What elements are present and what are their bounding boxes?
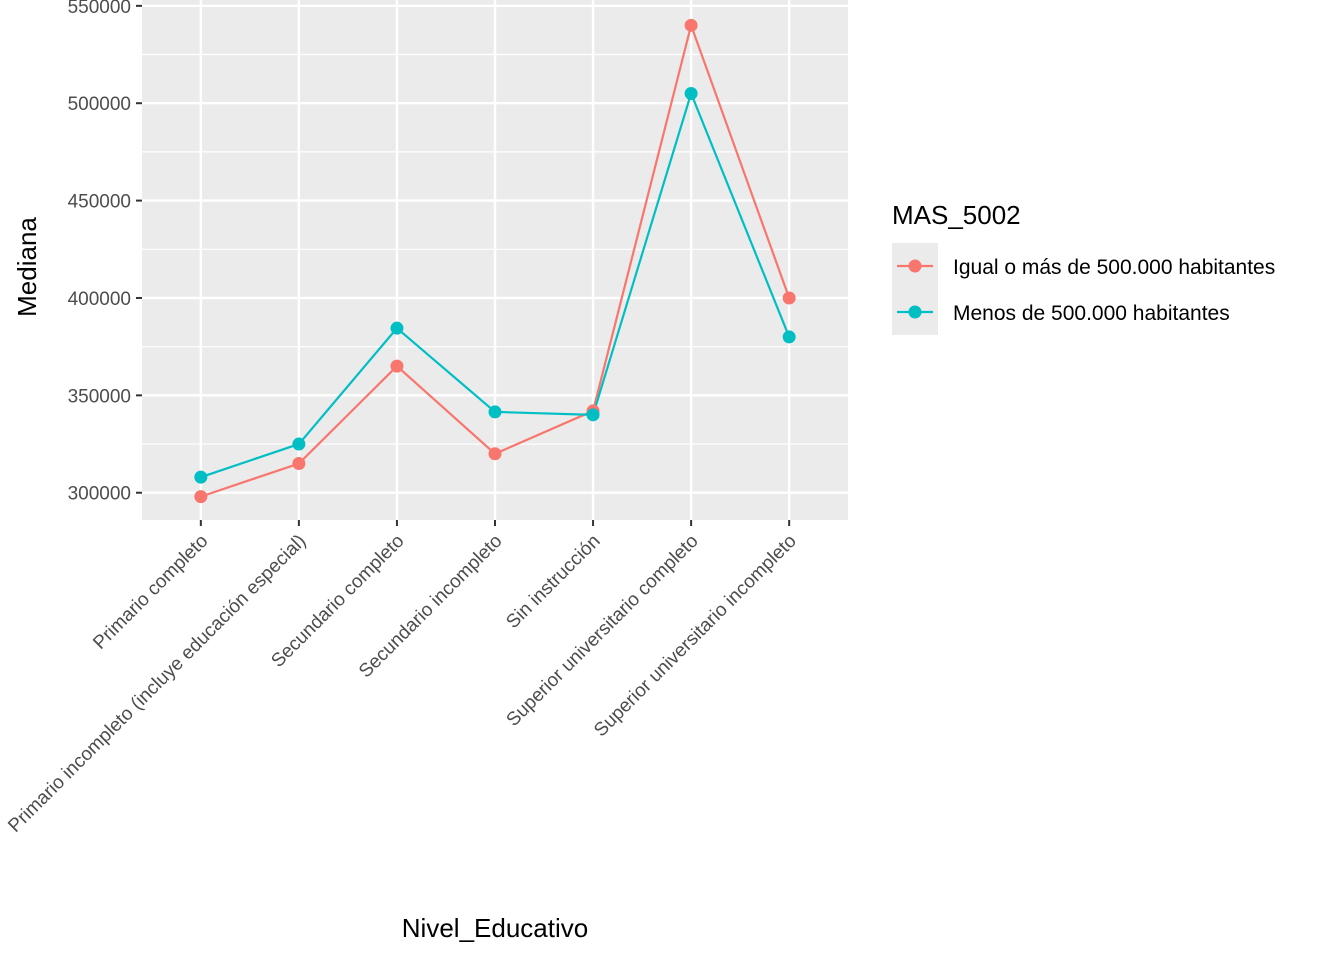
data-point xyxy=(292,437,306,451)
y-tick-label: 450000 xyxy=(68,192,131,213)
x-tick-label: Superior universitario completo xyxy=(503,531,703,731)
data-point xyxy=(488,405,502,419)
y-tick-label: 300000 xyxy=(68,484,131,505)
legend: MAS_5002 Igual o más de 500.000 habitant… xyxy=(892,200,1275,335)
x-tick-label: Sin instrucción xyxy=(502,531,604,633)
legend-key-point xyxy=(908,305,922,319)
data-point xyxy=(194,470,208,484)
y-tick-label: 500000 xyxy=(68,94,131,115)
legend-key-point xyxy=(908,259,922,273)
y-tick-label: 350000 xyxy=(68,386,131,407)
data-point xyxy=(488,447,502,461)
data-point xyxy=(684,18,698,32)
series-layer xyxy=(194,18,796,504)
y-tick-label: 400000 xyxy=(68,289,131,310)
data-point xyxy=(782,330,796,344)
data-point xyxy=(390,359,404,373)
y-tick-label: 550000 xyxy=(68,0,131,18)
data-point xyxy=(390,321,404,335)
legend-title: MAS_5002 xyxy=(892,200,1021,230)
y-axis-title: Mediana xyxy=(12,217,42,317)
x-tick-label: Superior universitario incompleto xyxy=(590,531,800,741)
data-point xyxy=(586,408,600,422)
major-grid xyxy=(142,0,848,520)
legend-label: Menos de 500.000 habitantes xyxy=(953,302,1230,325)
legend-key-background xyxy=(892,243,938,335)
x-axis-title: Nivel_Educativo xyxy=(402,913,588,943)
data-point xyxy=(292,457,306,471)
legend-label: Igual o más de 500.000 habitantes xyxy=(953,256,1275,279)
data-point xyxy=(782,291,796,305)
y-axis: 300000 350000 400000 450000 500000 550000 xyxy=(68,0,142,505)
data-point xyxy=(684,86,698,100)
data-point xyxy=(194,490,208,504)
